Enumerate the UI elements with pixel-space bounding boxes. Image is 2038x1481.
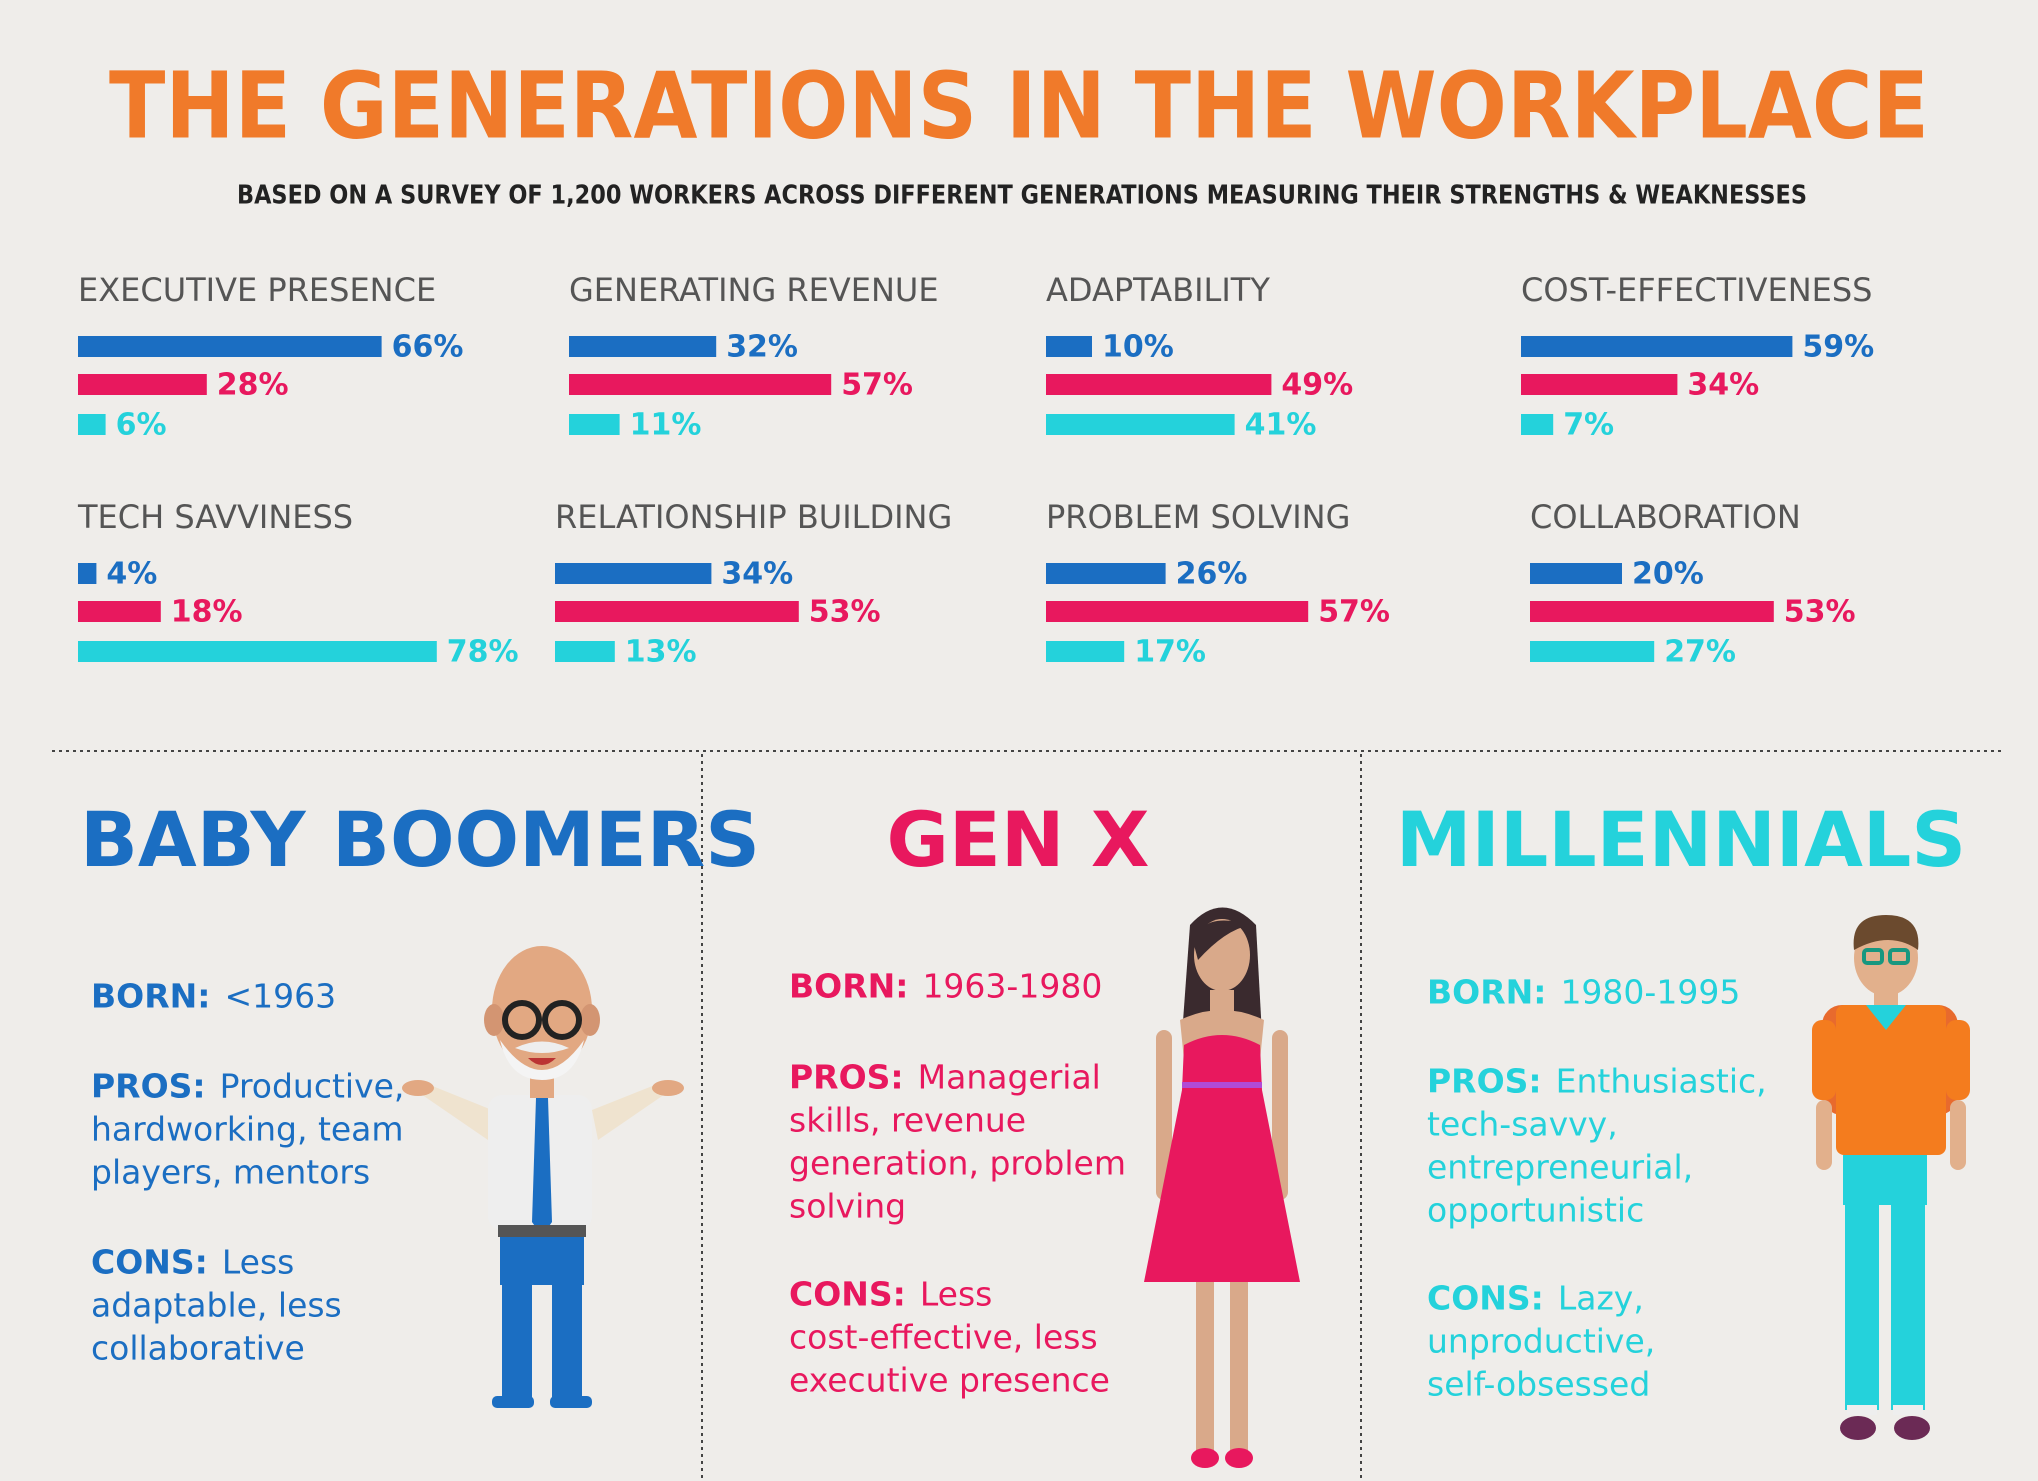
chart-title: RELATIONSHIP BUILDING [555, 498, 952, 536]
cons-text: Less [920, 1275, 993, 1314]
bar [1521, 374, 1678, 395]
value-label: 34% [1687, 368, 1759, 403]
value-label: 53% [809, 595, 881, 630]
born-label: BORN: [91, 977, 210, 1016]
value-label: 57% [841, 368, 913, 403]
value-label: 26% [1176, 557, 1248, 592]
cons-label: CONS: [789, 1275, 906, 1314]
bar [1046, 374, 1272, 395]
chart-title: ADAPTABILITY [1046, 271, 1270, 309]
pros-label: PROS: [91, 1067, 206, 1106]
boomer-figure [402, 946, 684, 1408]
bar [1521, 414, 1554, 435]
value-label: 18% [171, 595, 243, 630]
value-label: 49% [1281, 368, 1353, 403]
bar [555, 563, 712, 584]
value-label: 66% [392, 330, 464, 365]
bar [1046, 601, 1309, 622]
cons-text: unproductive, [1427, 1322, 1655, 1361]
value-label: 32% [726, 330, 798, 365]
genx-figure [1144, 907, 1300, 1468]
bar [555, 641, 615, 662]
pros-text: players, mentors [91, 1153, 370, 1192]
bar [78, 563, 97, 584]
millennial-figure [1812, 915, 1970, 1440]
value-label: 17% [1134, 635, 1206, 670]
pros-text: entrepreneurial, [1427, 1148, 1693, 1187]
value-label: 53% [1784, 595, 1856, 630]
bar [1530, 563, 1622, 584]
value-label: 11% [630, 408, 702, 443]
cons-label: CONS: [91, 1243, 208, 1282]
generation-name: BABY BOOMERS [80, 795, 760, 884]
pros-text: Managerial [918, 1058, 1101, 1097]
chart-title: PROBLEM SOLVING [1046, 498, 1350, 536]
bar [555, 601, 799, 622]
value-label: 10% [1102, 330, 1174, 365]
bar [78, 641, 437, 662]
cons-text: executive presence [789, 1361, 1110, 1400]
bar [78, 336, 382, 357]
bar [1521, 336, 1793, 357]
cons-text: self-obsessed [1427, 1365, 1650, 1404]
born-label: BORN: [789, 967, 908, 1006]
bar [78, 374, 207, 395]
bar [1046, 336, 1092, 357]
chart-title: EXECUTIVE PRESENCE [78, 271, 436, 309]
bar [78, 601, 161, 622]
pros-text: opportunistic [1427, 1191, 1644, 1230]
born-text: 1963-1980 [922, 967, 1102, 1006]
value-label: 13% [625, 635, 697, 670]
chart-title: GENERATING REVENUE [569, 271, 939, 309]
bar [569, 336, 717, 357]
value-label: 34% [721, 557, 793, 592]
pros-label: PROS: [789, 1058, 904, 1097]
cons-text: Less [222, 1243, 295, 1282]
born-label: BORN: [1427, 973, 1546, 1012]
pros-text: skills, revenue [789, 1101, 1026, 1140]
bar [1046, 641, 1125, 662]
pros-text: solving [789, 1187, 906, 1226]
generation-name: MILLENNIALS [1396, 795, 1966, 884]
value-label: 59% [1802, 330, 1874, 365]
chart-title: TECH SAVVINESS [77, 498, 353, 536]
bar [1530, 641, 1655, 662]
value-label: 27% [1664, 635, 1736, 670]
pros-text: tech-savvy, [1427, 1105, 1618, 1144]
pros-text: Enthusiastic, [1556, 1062, 1767, 1101]
value-label: 4% [106, 557, 157, 592]
bar [1046, 414, 1235, 435]
bar [569, 374, 832, 395]
pros-label: PROS: [1427, 1062, 1542, 1101]
pros-text: hardworking, team [91, 1110, 404, 1149]
pros-text: generation, problem [789, 1144, 1126, 1183]
bar [569, 414, 620, 435]
cons-text: cost-effective, less [789, 1318, 1098, 1357]
chart-title: COST-EFFECTIVENESS [1521, 271, 1872, 309]
cons-text: Lazy, [1558, 1279, 1644, 1318]
title: THE GENERATIONS IN THE WORKPLACE [109, 52, 1929, 159]
value-label: 41% [1245, 408, 1317, 443]
born-text: <1963 [224, 977, 336, 1016]
bar [1530, 601, 1774, 622]
pros-text: Productive, [220, 1067, 405, 1106]
value-label: 7% [1563, 408, 1614, 443]
value-label: 20% [1632, 557, 1704, 592]
value-label: 57% [1318, 595, 1390, 630]
value-label: 28% [217, 368, 289, 403]
value-label: 78% [447, 635, 519, 670]
cons-text: collaborative [91, 1329, 305, 1368]
chart-title: COLLABORATION [1530, 498, 1801, 536]
cons-label: CONS: [1427, 1279, 1544, 1318]
value-label: 6% [116, 408, 167, 443]
bar [78, 414, 106, 435]
bar [1046, 563, 1166, 584]
cons-text: adaptable, less [91, 1286, 342, 1325]
born-text: 1980-1995 [1560, 973, 1740, 1012]
subtitle: BASED ON A SURVEY OF 1,200 WORKERS ACROS… [237, 181, 1807, 211]
generation-name: GEN X [887, 795, 1150, 884]
